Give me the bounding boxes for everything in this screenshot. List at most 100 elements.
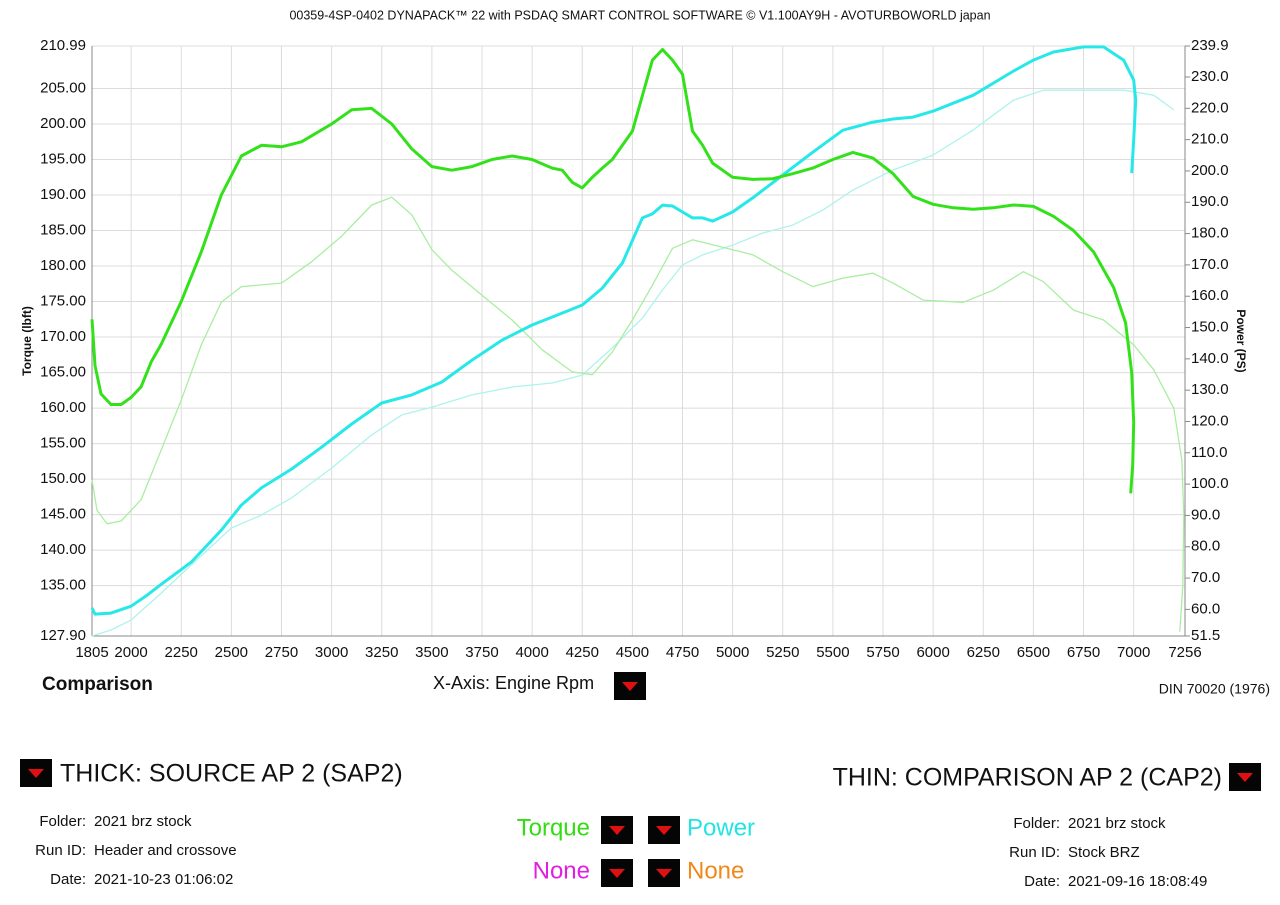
field-value: Header and crossove (94, 842, 237, 859)
x-tick-label: 5500 (816, 644, 849, 661)
y2-tick-label: 100.0 (1191, 475, 1229, 492)
y-tick-label: 160.00 (40, 399, 86, 416)
dropdown-button[interactable] (614, 672, 646, 700)
x-tick-label: 2250 (165, 644, 198, 661)
y-axis-label: Torque (lbft) (20, 306, 34, 376)
x-tick-label: 5750 (866, 644, 899, 661)
field-value: 2021-09-16 18:08:49 (1068, 873, 1207, 890)
y2-tick-label: 170.0 (1191, 256, 1229, 273)
x-tick-label: 7256 (1168, 644, 1201, 661)
y-tick-label: 155.00 (40, 435, 86, 452)
y-tick-label: 180.00 (40, 257, 86, 274)
y-tick-label: 210.99 (40, 37, 86, 54)
y2-axis-label: Power (PS) (1234, 309, 1248, 372)
y2-tick-label: 130.0 (1191, 381, 1229, 398)
y2-tick-label: 150.0 (1191, 319, 1229, 336)
dropdown-button[interactable] (601, 859, 633, 887)
y2-tick-label: 200.0 (1191, 162, 1229, 179)
y2-tick-label: 80.0 (1191, 538, 1220, 555)
dropdown-arrow (609, 869, 625, 878)
x-tick-label: 3500 (415, 644, 448, 661)
field-label: Folder: (1013, 815, 1060, 832)
y2-tick-label: 210.0 (1191, 131, 1229, 148)
y-tick-label: 200.00 (40, 115, 86, 132)
thick-line (90, 45, 1138, 616)
y2-tick-label: 120.0 (1191, 412, 1229, 429)
x-tick-label: 4250 (566, 644, 599, 661)
field-value: 2021 brz stock (1068, 815, 1166, 832)
y2-tick-label: 220.0 (1191, 99, 1229, 116)
dropdown-arrow (1237, 773, 1253, 782)
dropdown-arrow (656, 869, 672, 878)
y-tick-label: 190.00 (40, 186, 86, 203)
x-tick-label: 4750 (666, 644, 699, 661)
y-tick-label: 127.90 (40, 627, 86, 644)
y2-tick-label: 60.0 (1191, 600, 1220, 617)
channel-label[interactable]: Power (687, 814, 755, 841)
y-tick-label: 195.00 (40, 151, 86, 168)
field-value: Stock BRZ (1068, 844, 1140, 861)
x-axis-label: X-Axis: Engine Rpm (433, 673, 594, 693)
y2-tick-label: 51.5 (1191, 627, 1220, 644)
x-tick-label: 4000 (515, 644, 548, 661)
y2-tick-label: 190.0 (1191, 193, 1229, 210)
x-tick-label: 6000 (916, 644, 949, 661)
comparison-label: THIN: COMPARISON AP 2 (CAP2) (833, 764, 1222, 792)
x-tick-label: 6250 (967, 644, 1000, 661)
channel-label[interactable]: None (687, 857, 744, 884)
y2-tick-label: 239.9 (1191, 37, 1229, 54)
thin-line (91, 89, 1175, 637)
y-tick-label: 165.00 (40, 364, 86, 381)
channel-label[interactable]: None (533, 857, 590, 884)
y2-tick-label: 160.0 (1191, 287, 1229, 304)
field-label: Run ID: (1009, 844, 1060, 861)
field-label: Folder: (39, 813, 86, 830)
channel-label[interactable]: Torque (517, 814, 590, 841)
x-tick-label: 6750 (1067, 644, 1100, 661)
y-tick-label: 175.00 (40, 293, 86, 310)
field-value: 2021-10-23 01:06:02 (94, 871, 233, 888)
x-tick-label: 4500 (616, 644, 649, 661)
dropdown-button[interactable] (601, 816, 633, 844)
x-tick-label: 5250 (766, 644, 799, 661)
y2-tick-label: 90.0 (1191, 506, 1220, 523)
window-title: 00359-4SP-0402 DYNAPACK™ 22 with PSDAQ S… (289, 8, 990, 22)
dropdown-arrow (609, 826, 625, 835)
y-tick-label: 145.00 (40, 506, 86, 523)
y2-tick-label: 70.0 (1191, 569, 1220, 586)
y2-tick-label: 110.0 (1191, 444, 1227, 461)
dropdown-button[interactable] (648, 816, 680, 844)
y2-tick-label: 230.0 (1191, 68, 1229, 85)
y-tick-label: 205.00 (40, 80, 86, 97)
field-label: Run ID: (35, 842, 86, 859)
x-tick-label: 1805 (75, 644, 108, 661)
dropdown-arrow (28, 769, 44, 778)
y2-tick-label: 140.0 (1191, 350, 1229, 367)
y-tick-label: 170.00 (40, 328, 86, 345)
x-tick-label: 3250 (365, 644, 398, 661)
y-tick-label: 150.00 (40, 470, 86, 487)
source-label: THICK: SOURCE AP 2 (SAP2) (60, 760, 403, 788)
y-tick-label: 185.00 (40, 222, 86, 239)
x-tick-label: 7000 (1117, 644, 1150, 661)
standard-label: DIN 70020 (1976) (1159, 681, 1270, 697)
dropdown-button[interactable] (1229, 763, 1261, 791)
x-tick-label: 2750 (265, 644, 298, 661)
x-tick-label: 3000 (315, 644, 348, 661)
x-tick-label: 5000 (716, 644, 749, 661)
dropdown-arrow (622, 682, 638, 691)
thick-line (90, 48, 1136, 494)
field-label: Date: (50, 871, 86, 888)
x-tick-label: 2000 (114, 644, 147, 661)
field-value: 2021 brz stock (94, 813, 192, 830)
dropdown-button[interactable] (20, 759, 52, 787)
x-tick-label: 6500 (1017, 644, 1050, 661)
dropdown-arrow (656, 826, 672, 835)
field-label: Date: (1024, 873, 1060, 890)
x-tick-label: 2500 (215, 644, 248, 661)
y-tick-label: 140.00 (40, 541, 86, 558)
x-tick-label: 3750 (465, 644, 498, 661)
dropdown-button[interactable] (648, 859, 680, 887)
thin-line (91, 196, 1185, 632)
